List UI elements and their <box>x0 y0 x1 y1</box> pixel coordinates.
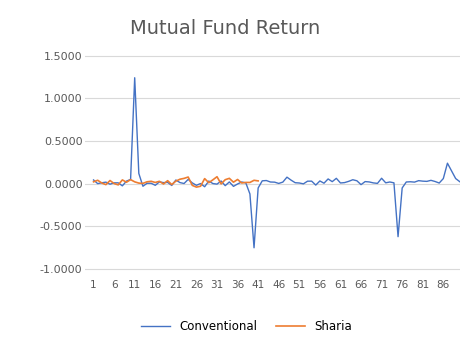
Sharia <box>95 178 100 182</box>
Legend: Conventional, Sharia: Conventional, Sharia <box>136 315 357 337</box>
Sharia <box>111 182 117 186</box>
Sharia <box>235 177 240 182</box>
Sharia <box>173 179 179 183</box>
Sharia <box>202 177 208 181</box>
Conventional <box>354 179 360 183</box>
Sharia <box>161 182 166 186</box>
Sharia <box>247 180 253 185</box>
Conventional <box>412 180 418 184</box>
Sharia <box>124 180 129 184</box>
Sharia <box>190 183 195 188</box>
Sharia <box>165 179 171 183</box>
Conventional <box>132 75 137 80</box>
Sharia <box>148 179 154 183</box>
Sharia <box>193 185 199 189</box>
Sharia <box>153 180 158 185</box>
Line: Conventional: Conventional <box>93 78 460 248</box>
Line: Sharia: Sharia <box>93 177 258 187</box>
Sharia <box>231 180 237 184</box>
Sharia <box>107 178 113 183</box>
Conventional <box>403 180 409 184</box>
Sharia <box>99 181 105 185</box>
Sharia <box>115 183 121 187</box>
Conventional <box>91 178 96 182</box>
Conventional <box>457 179 463 184</box>
Sharia <box>181 176 187 180</box>
Sharia <box>210 178 216 182</box>
Text: Mutual Fund Return: Mutual Fund Return <box>130 19 320 38</box>
Sharia <box>206 180 211 185</box>
Conventional <box>251 246 257 250</box>
Sharia <box>136 181 142 185</box>
Sharia <box>227 176 232 180</box>
Sharia <box>255 179 261 183</box>
Sharia <box>185 175 191 179</box>
Sharia <box>91 180 96 184</box>
Sharia <box>144 180 150 184</box>
Conventional <box>144 181 150 185</box>
Sharia <box>198 184 203 188</box>
Sharia <box>169 182 174 187</box>
Sharia <box>239 181 245 185</box>
Conventional <box>206 179 211 183</box>
Sharia <box>103 183 109 187</box>
Sharia <box>243 180 249 184</box>
Sharia <box>251 178 257 182</box>
Sharia <box>128 178 133 182</box>
Sharia <box>214 174 220 179</box>
Sharia <box>177 177 183 181</box>
Sharia <box>132 180 137 184</box>
Sharia <box>119 178 125 182</box>
Sharia <box>156 179 162 183</box>
Sharia <box>218 182 224 186</box>
Sharia <box>140 181 146 185</box>
Sharia <box>222 178 228 182</box>
Conventional <box>449 169 455 173</box>
